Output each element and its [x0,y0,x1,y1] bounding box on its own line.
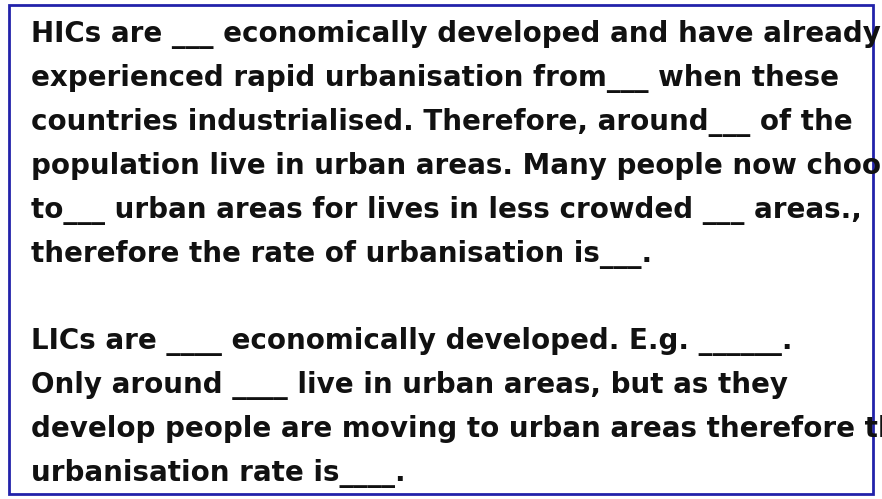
Text: therefore the rate of urbanisation is___.: therefore the rate of urbanisation is___… [31,240,652,268]
Text: urbanisation rate is____.: urbanisation rate is____. [31,459,406,488]
Text: LICs are ____ economically developed. E.g. ______.: LICs are ____ economically developed. E.… [31,327,792,356]
FancyBboxPatch shape [9,5,873,494]
Text: population live in urban areas. Many people now choose: population live in urban areas. Many peo… [31,152,882,180]
Text: HICs are ___ economically developed and have already: HICs are ___ economically developed and … [31,20,881,49]
Text: experienced rapid urbanisation from___ when these: experienced rapid urbanisation from___ w… [31,64,839,93]
Text: Only around ____ live in urban areas, but as they: Only around ____ live in urban areas, bu… [31,371,788,400]
Text: countries industrialised. Therefore, around___ of the: countries industrialised. Therefore, aro… [31,108,853,137]
Text: develop people are moving to urban areas therefore the: develop people are moving to urban areas… [31,415,882,443]
Text: to___ urban areas for lives in less crowded ___ areas.,: to___ urban areas for lives in less crow… [31,196,862,225]
